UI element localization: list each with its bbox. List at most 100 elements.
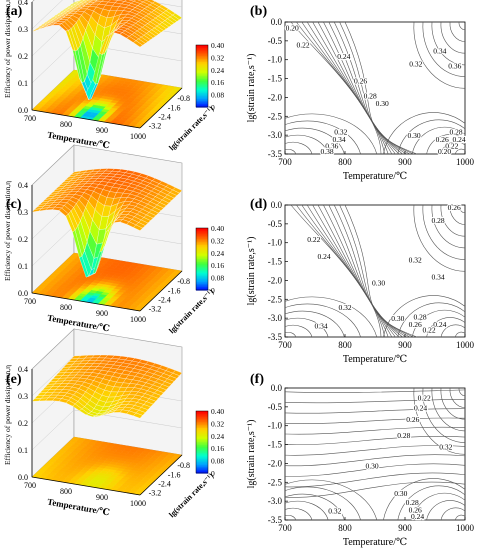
contour-line — [426, 134, 466, 155]
contour-label: 0.28 — [397, 431, 410, 440]
contour-line — [284, 463, 466, 477]
contour-label: 0.30 — [372, 278, 385, 287]
contour-chart: 0.220.240.260.280.320.300.300.280.260.24… — [246, 383, 475, 548]
contour-line — [312, 204, 396, 338]
contour-label: 0.36 — [448, 61, 461, 70]
surface-plot-c: 0.0 0.1 0.2 0.3 0.4 700 800 900 1000 -0.8 -1.6 -2.4… — [0, 144, 240, 366]
surface-mesh — [31, 354, 183, 419]
colorbar: 0.40 0.32 0.24 0.16 0.08 0 — [195, 224, 224, 295]
contour-line — [312, 21, 396, 155]
colorbar-segment — [196, 257, 208, 260]
contour-line — [431, 387, 466, 432]
contour-lines — [284, 204, 466, 338]
colorbar-segment — [196, 276, 208, 279]
y-tick-label: -2.0 — [268, 458, 283, 468]
surface-cell — [31, 27, 42, 32]
z-tick-label: 0.2 — [18, 52, 28, 61]
contour-line — [383, 112, 466, 155]
plot-frame — [284, 387, 466, 521]
contour-line — [284, 120, 361, 155]
x-tick-label: 800 — [60, 487, 72, 496]
colorbar-segment — [196, 241, 208, 245]
contour-line — [284, 507, 313, 521]
colorbar-segment — [196, 440, 208, 443]
contour-line — [426, 317, 466, 338]
x-tick-label: 800 — [60, 303, 72, 312]
colorbar-segment — [196, 443, 208, 446]
colorbar-segment — [196, 445, 208, 448]
colorbar-segment — [196, 54, 208, 57]
colorbar-segment — [196, 246, 208, 249]
contour-label: 0.34 — [314, 322, 327, 331]
colorbar-tick-label: 0.40 — [211, 407, 224, 416]
colorbar-segment — [196, 249, 208, 252]
y-tick-label: 0.0 — [271, 200, 283, 210]
y-tick-label: -1.5 — [268, 74, 283, 84]
contour-line — [284, 310, 345, 338]
contour-line — [431, 204, 466, 249]
y-tick-label: -0.8 — [177, 94, 190, 103]
z-tick-label: 0.4 — [18, 181, 28, 190]
contour-plot-f: 0.22 0.24 0.26 0.28 0.32 0.30 0.30 0.28 0.26 0.24… — [240, 366, 477, 550]
colorbar-tick-label: 0.08 — [211, 91, 224, 100]
colorbar-segment — [196, 88, 208, 91]
colorbar-segment — [196, 451, 208, 454]
colorbar-segment — [196, 68, 208, 71]
x-tick-label: 700 — [24, 297, 36, 306]
colorbar-segment — [196, 277, 208, 280]
contour-label: 0.28 — [431, 216, 444, 225]
y-tick-label: -1.6 — [168, 103, 181, 112]
panel-label: (d) — [250, 197, 268, 212]
contour-line — [422, 204, 466, 260]
y-tick-label: -1.5 — [268, 440, 283, 450]
colorbar-segment — [196, 232, 208, 235]
colorbar-segment — [196, 74, 208, 77]
colorbar-segment — [196, 77, 208, 80]
contour-line — [458, 387, 466, 397]
y-tick-label: -2.0 — [268, 275, 283, 285]
contour-label: 0.28 — [449, 127, 462, 136]
contour-line — [458, 204, 466, 214]
contour-label: 0.34 — [433, 46, 446, 55]
colorbar-tick-label: 0.08 — [211, 457, 224, 466]
colorbar-tick-label: 0 — [211, 469, 215, 478]
colorbar-tick-label: 0.08 — [211, 274, 224, 283]
contour-line — [440, 204, 466, 237]
colorbar-segment — [196, 262, 208, 265]
contour-line — [411, 309, 466, 338]
x-axis-line — [31, 109, 141, 129]
contour-line — [455, 331, 466, 338]
z-tick-label: 0.1 — [18, 262, 28, 271]
x-tick-label: 700 — [278, 523, 292, 533]
colorbar-segment — [196, 255, 208, 259]
colorbar-segment — [196, 48, 208, 51]
x-tick-label: 700 — [24, 481, 36, 490]
colorbar-segment — [196, 76, 208, 79]
contour-line — [284, 303, 361, 338]
colorbar-segment — [196, 274, 208, 277]
colorbar-segment — [196, 437, 208, 440]
colorbar-segment — [196, 423, 208, 426]
contour-line — [284, 141, 313, 155]
panel-label: (f) — [250, 372, 264, 387]
contour-line — [284, 479, 378, 521]
colorbar-segment — [196, 49, 208, 52]
contour-line — [440, 141, 466, 155]
colorbar-segment — [196, 452, 208, 455]
colorbar-segment — [196, 421, 208, 424]
x-tick-label: 900 — [96, 126, 108, 135]
surface-cell — [31, 208, 42, 213]
contour-label: 0.26 — [409, 320, 422, 329]
y-tick-label: -3.2 — [149, 305, 162, 314]
contour-line — [449, 21, 466, 42]
colorbar-segment — [196, 414, 208, 417]
contour-label: 0.32 — [338, 303, 351, 312]
z-axis-title: Efficiency of power dissipation,η — [3, 0, 12, 98]
colorbar-segment — [196, 100, 208, 103]
colorbar-segment — [196, 60, 208, 63]
contour-line — [306, 21, 393, 155]
y-axis-line — [139, 87, 183, 129]
colorbar-segment — [196, 435, 208, 438]
contour-line — [284, 127, 345, 155]
contour-line — [449, 204, 466, 225]
